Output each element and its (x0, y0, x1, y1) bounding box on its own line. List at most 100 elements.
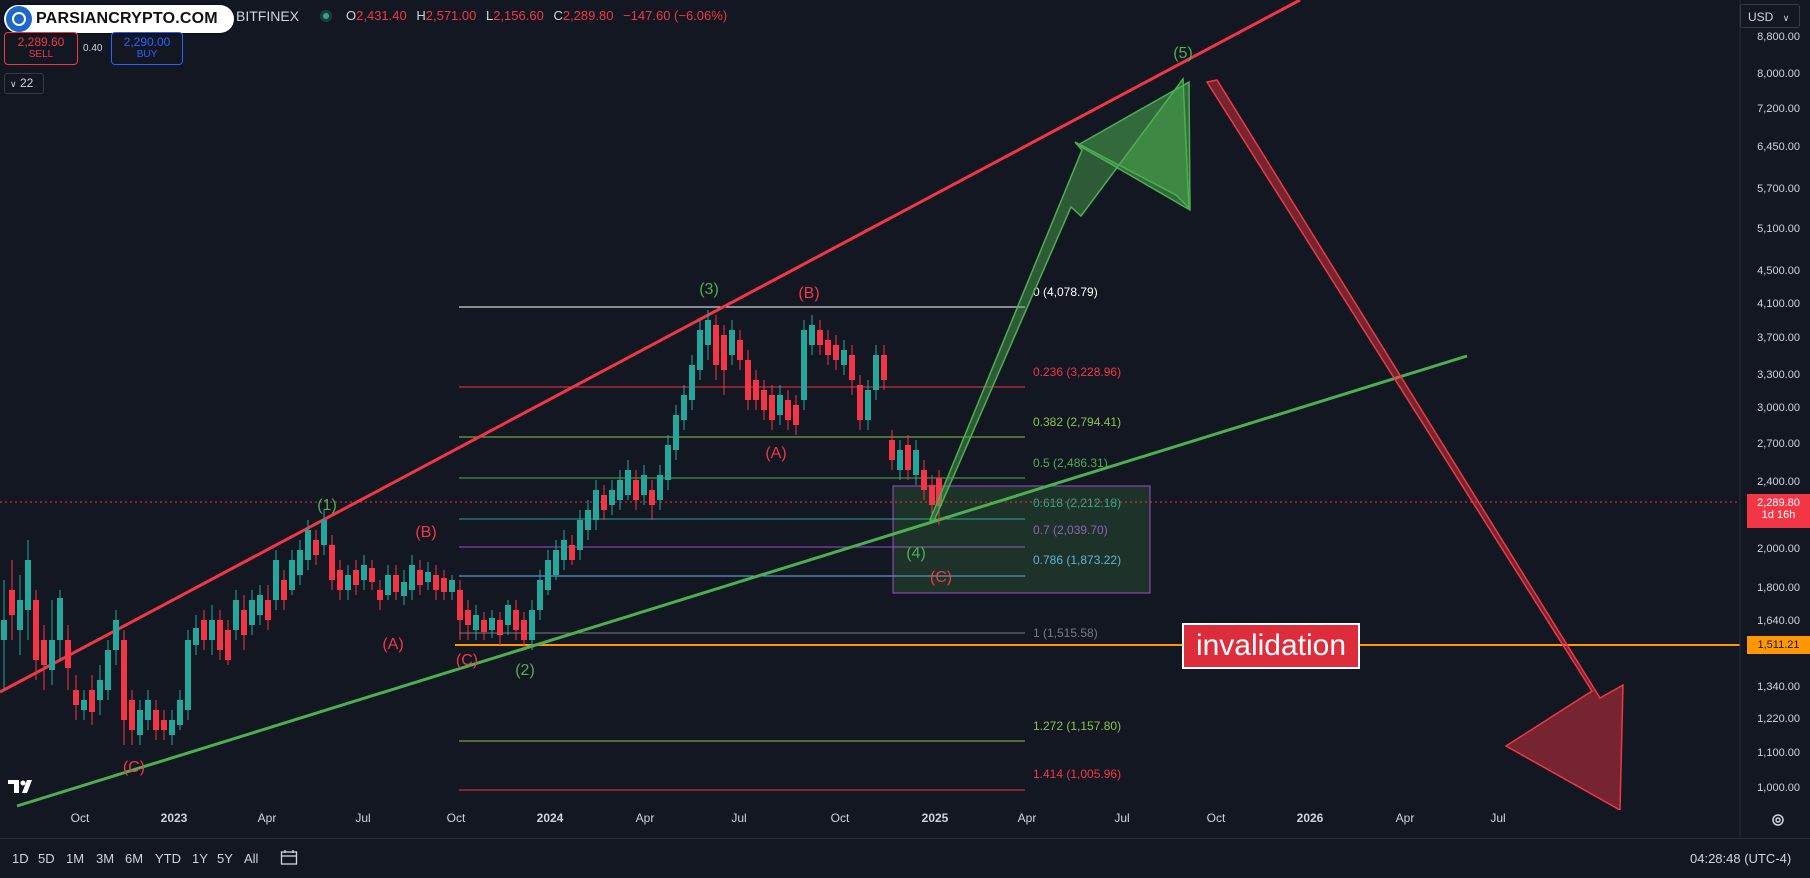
candle-body (137, 710, 143, 735)
time-axis-label: Oct (447, 811, 466, 825)
tradingview-logo-icon[interactable] (8, 778, 40, 796)
range-1m-button[interactable]: 1M (66, 851, 85, 866)
time-axis-label: 2026 (1297, 811, 1324, 825)
invalidation-price-tag: 1,511.21 (1747, 636, 1810, 654)
candle-body (145, 700, 151, 720)
time-axis-label: Oct (71, 811, 90, 825)
sell-label: SELL (28, 49, 54, 60)
price-axis-label: 8,000.00 (1757, 68, 1800, 80)
candle-body (705, 320, 711, 345)
range-ytd-button[interactable]: YTD (155, 851, 181, 866)
fibonacci-levels: 0 (4,078.79) 0.236 (3,228.96) 0.382 (2,794… (459, 285, 1121, 791)
watermark-logo: PARSIANCRYPTO.COM (4, 5, 234, 33)
candle-body (625, 470, 631, 495)
buy-button[interactable]: 2,290.00 BUY (111, 32, 183, 65)
candle-body (497, 620, 503, 635)
candle-body (425, 572, 431, 582)
candle-body (361, 565, 367, 580)
candle-body (9, 590, 15, 615)
candle-body (761, 390, 767, 410)
time-axis-label: Apr (636, 811, 655, 825)
candle-body (665, 445, 671, 480)
candle-body (97, 680, 103, 700)
candle-body (129, 700, 135, 730)
range-5y-button[interactable]: 5Y (217, 851, 233, 866)
range-1y-button[interactable]: 1Y (192, 851, 208, 866)
candle-body (73, 690, 79, 705)
price-axis-label: 7,200.00 (1757, 103, 1800, 115)
price-axis-label: 4,100.00 (1757, 298, 1800, 310)
time-axis-label: Jul (731, 811, 746, 825)
high-label: H (416, 8, 426, 23)
time-axis-label: Apr (258, 811, 277, 825)
candle-body (545, 560, 551, 590)
close-value: 2,289.80 (562, 8, 614, 23)
calendar-icon[interactable] (280, 849, 298, 866)
currency-select[interactable]: USD ∨ (1740, 4, 1800, 28)
candle-body (649, 490, 655, 505)
candle-body (233, 600, 239, 630)
candle-body (201, 620, 207, 640)
sell-button[interactable]: 2,289.60 SELL (4, 32, 78, 65)
candle-body (377, 590, 383, 600)
candle-body (769, 395, 775, 420)
fib-level-label: 0.382 (2,794.41) (1033, 415, 1121, 429)
invalidation-annotation: invalidation (1182, 623, 1360, 669)
candle-body (1, 620, 7, 640)
candle-body (529, 610, 535, 640)
candle-body (57, 598, 63, 640)
invalidation-price-value: 1,511.21 (1757, 639, 1800, 651)
high-value: 2,571.00 (425, 8, 477, 23)
range-1d-button[interactable]: 1D (12, 851, 29, 866)
wave-label: (A) (382, 636, 403, 653)
candle-body (281, 580, 287, 600)
candle-body (553, 550, 559, 575)
price-axis-label: 2,700.00 (1757, 438, 1800, 450)
candle-body (561, 540, 567, 560)
candle-body (865, 390, 871, 420)
candle-body (385, 575, 391, 595)
clock-readout[interactable]: 04:28:48 (UTC-4) (1690, 851, 1792, 866)
candle-body (889, 440, 895, 460)
gear-icon[interactable] (1770, 812, 1786, 828)
candle-body (617, 480, 623, 500)
range-3m-button[interactable]: 3M (96, 851, 115, 866)
candle-body (353, 570, 359, 585)
candle-body (449, 580, 455, 592)
price-axis-label: 2,000.00 (1757, 543, 1800, 555)
time-axis: Oct 2023 Apr Jul Oct 2024 Apr Jul Oct 2025 Apr Jul O… (71, 811, 1506, 825)
candle-body (113, 620, 119, 650)
change-value: −147.60 (−6.06%) (623, 8, 728, 23)
candle-body (441, 578, 447, 592)
candle-body (857, 385, 863, 420)
candle-body (105, 650, 111, 690)
candle-body (913, 450, 919, 475)
candle-body (81, 700, 87, 710)
candle-body (809, 325, 815, 345)
wave-label: (B) (415, 524, 436, 541)
low-label: L (485, 8, 494, 23)
indicators-toggle[interactable]: ∨ 22 (4, 73, 44, 94)
candle-body (369, 568, 375, 582)
price-axis-label: 1,100.00 (1757, 747, 1800, 759)
candle-body (321, 520, 327, 545)
price-axis-label: 3,300.00 (1757, 369, 1800, 381)
price-axis-label: 1,640.00 (1757, 615, 1800, 627)
candle-body (41, 640, 47, 665)
wave-label: (C) (930, 569, 952, 586)
range-6m-button[interactable]: 6M (125, 851, 144, 866)
market-status-icon (320, 10, 332, 22)
range-all-button[interactable]: All (244, 851, 259, 866)
price-axis: 8,800.00 8,000.00 7,200.00 6,450.00 5,700.00… (1757, 31, 1800, 794)
buy-price: 2,290.00 (123, 35, 171, 49)
candle-countdown: 1d 16h (1761, 509, 1796, 521)
channel-lower-trendline (16, 354, 1468, 808)
candle-body (697, 330, 703, 370)
range-5d-button[interactable]: 5D (38, 851, 55, 866)
candle-body (713, 325, 719, 365)
bearish-projection-arrow (1205, 79, 1624, 810)
time-axis-label: Jul (355, 811, 370, 825)
price-chart[interactable]: 0 (4,078.79) 0.236 (3,228.96) 0.382 (2,794… (0, 0, 1810, 838)
chevron-down-icon: ∨ (10, 79, 17, 89)
time-axis-label: Oct (831, 811, 850, 825)
